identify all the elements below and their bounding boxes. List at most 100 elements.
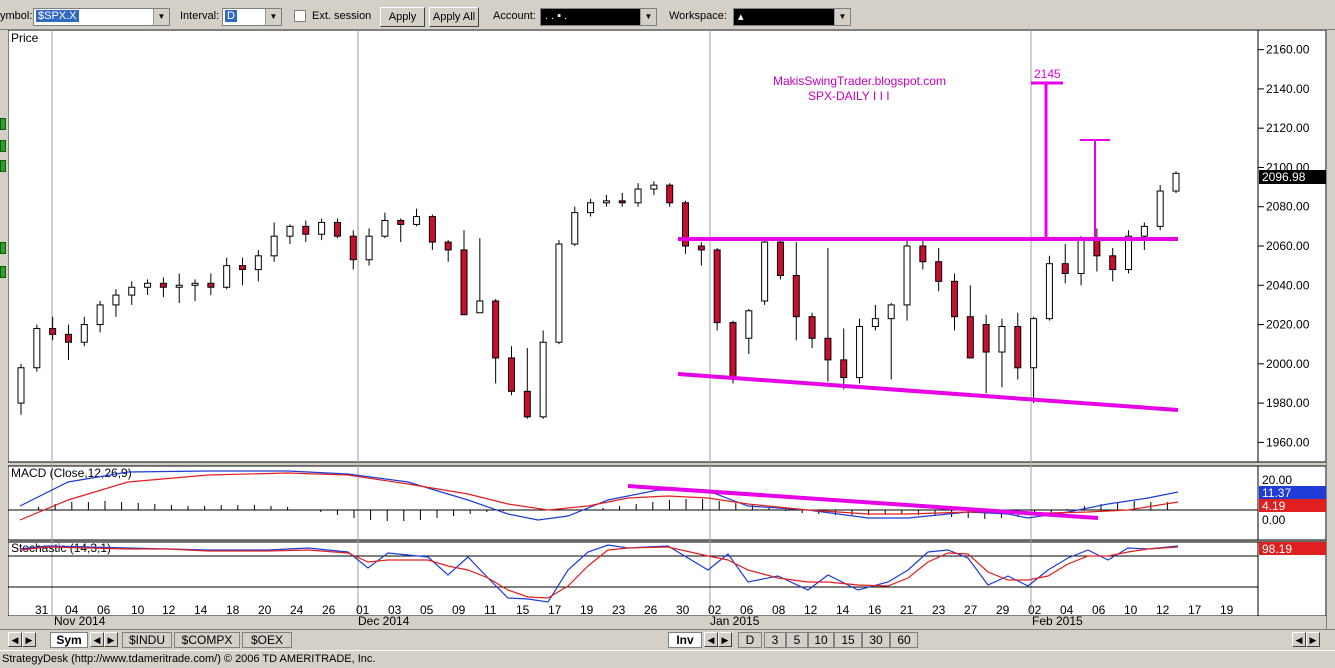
candle-body: [381, 219, 389, 237]
macd-value: 11.37: [1262, 486, 1291, 500]
tab-interval-5[interactable]: 5: [786, 632, 808, 648]
candle-body: [1077, 237, 1085, 274]
x-tick-label: 11: [484, 603, 497, 617]
x-tick-label: 04: [1060, 603, 1074, 617]
candle-body: [17, 367, 25, 404]
candle-body: [96, 304, 104, 326]
candle-body: [682, 202, 690, 247]
tab-interval-60[interactable]: 60: [890, 632, 918, 648]
candlesticks: [17, 171, 1180, 419]
price-tick-label: 2120.00: [1266, 121, 1310, 135]
macd-axis-top: 20.00: [1262, 473, 1292, 487]
candle-body: [1172, 172, 1180, 192]
tool-icon[interactable]: [0, 118, 6, 130]
candle-body: [207, 282, 215, 288]
toolbar: ymbol: $SPX.X ▼ Interval: D ▼ Ext. sessi…: [0, 0, 1335, 30]
x-tick-label: 19: [580, 603, 594, 617]
candle-body: [650, 184, 658, 190]
stoch-value: 98.19: [1262, 542, 1292, 556]
apply-all-button[interactable]: Apply All: [429, 7, 479, 27]
candle-body: [792, 274, 800, 318]
account-combo[interactable]: . . ▪ . ▼: [540, 8, 657, 26]
next-icon[interactable]: ▶: [718, 632, 732, 647]
price-tick-label: 1960.00: [1266, 435, 1310, 449]
candle-body: [1125, 235, 1133, 271]
price-tick-label: 1980.00: [1266, 396, 1310, 410]
x-tick-label: 26: [322, 603, 336, 617]
tab-sym[interactable]: Sym: [50, 632, 88, 648]
support-line: [677, 372, 1179, 412]
month-label-nov: Nov 2014: [54, 614, 106, 628]
tool-icon[interactable]: [0, 140, 6, 152]
workspace-label: Workspace:: [669, 10, 727, 22]
price-panel-title: Price: [11, 31, 39, 45]
symbol-combo[interactable]: $SPX.X ▼: [33, 8, 170, 26]
chevron-down-icon[interactable]: ▼: [153, 9, 169, 25]
chevron-down-icon[interactable]: ▼: [834, 9, 850, 25]
ext-session-checkbox[interactable]: [294, 10, 306, 22]
x-tick-label: 10: [1124, 603, 1138, 617]
scroll-left-icon[interactable]: ◀: [1292, 632, 1306, 647]
price-axis: [1257, 30, 1326, 463]
tool-icon[interactable]: [0, 160, 6, 172]
scroll-first-icon[interactable]: ◀: [8, 632, 22, 647]
signal-value: 4.19: [1262, 499, 1286, 513]
macd-divergence-line: [627, 484, 1099, 520]
ext-session-label: Ext. session: [312, 10, 372, 22]
candle-body: [587, 202, 595, 214]
tab-inv[interactable]: Inv: [668, 632, 702, 648]
tab-interval-3[interactable]: 3: [764, 632, 786, 648]
tab-interval-10[interactable]: 10: [808, 632, 834, 648]
x-tick-label: 03: [388, 603, 402, 617]
x-tick-label: 17: [548, 603, 562, 617]
tab-interval-30[interactable]: 30: [862, 632, 890, 648]
month-label-dec: Dec 2014: [358, 614, 410, 628]
x-axis-strip: [8, 616, 1326, 629]
price-panel: [8, 30, 1259, 463]
scroll-last-icon[interactable]: ▶: [22, 632, 36, 647]
candle-body: [887, 304, 895, 320]
month-separators: [51, 30, 1032, 616]
candle-body: [776, 241, 784, 276]
interval-label: Interval:: [180, 10, 220, 22]
tool-icon[interactable]: [0, 266, 6, 278]
x-tick-label: 29: [996, 603, 1010, 617]
account-label: Account:: [493, 10, 536, 22]
candle-body: [729, 322, 737, 379]
candle-body: [318, 221, 326, 235]
candle-body: [745, 310, 753, 339]
candle-body: [966, 316, 974, 359]
last-price: 2096.98: [1262, 170, 1306, 184]
chevron-down-icon[interactable]: ▼: [265, 9, 281, 25]
workspace-combo[interactable]: ▴ ▼: [733, 8, 851, 26]
candle-body: [492, 300, 500, 359]
prev-icon[interactable]: ◀: [704, 632, 718, 647]
apply-button[interactable]: Apply: [380, 7, 425, 27]
tab-symbol-compx[interactable]: $COMPX: [174, 632, 240, 648]
interval-combo[interactable]: D ▼: [222, 8, 282, 26]
next-icon[interactable]: ▶: [104, 632, 118, 647]
x-tick-label: 04: [65, 603, 79, 617]
tab-symbol-oex[interactable]: $OEX: [242, 632, 292, 648]
tab-interval-d[interactable]: D: [738, 632, 762, 648]
x-tick-label: 30: [676, 603, 690, 617]
tab-symbol-indu[interactable]: $INDU: [122, 632, 172, 648]
month-label-feb: Feb 2015: [1032, 614, 1083, 628]
candle-body: [634, 188, 642, 204]
candle-body: [697, 245, 705, 251]
x-tick-label: 12: [162, 603, 176, 617]
tab-interval-15[interactable]: 15: [834, 632, 862, 648]
candle-body: [444, 241, 452, 251]
right-scroll-strip[interactable]: [1326, 30, 1335, 630]
prev-icon[interactable]: ◀: [90, 632, 104, 647]
scroll-right-icon[interactable]: ▶: [1306, 632, 1320, 647]
status-bar: StrategyDesk (http://www.tdameritrade.co…: [0, 650, 1335, 667]
tool-icon[interactable]: [0, 242, 6, 254]
annotation-line-2: SPX-DAILY I I I: [808, 89, 890, 103]
chevron-down-icon[interactable]: ▼: [640, 9, 656, 25]
candle-body: [239, 265, 247, 271]
chart-area[interactable]: 2160.002140.002120.002100.002080.002060.…: [8, 30, 1326, 629]
candle-body: [349, 235, 357, 261]
x-tick-label: 17: [1188, 603, 1202, 617]
candle-body: [254, 255, 262, 271]
